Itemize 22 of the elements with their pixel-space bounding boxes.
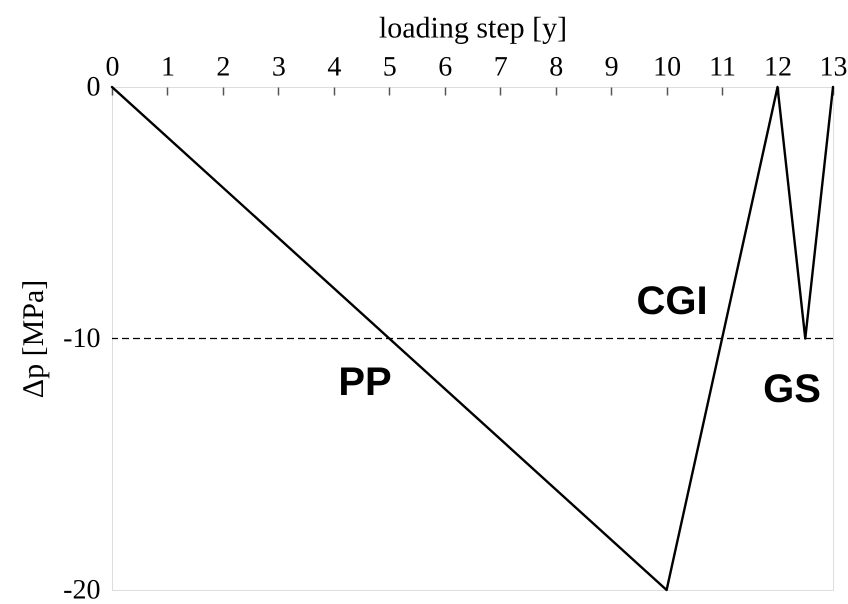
x-tick-label: 5 [382, 52, 397, 82]
y-tick-label: -10 [63, 323, 100, 354]
x-tick-label: 7 [494, 52, 508, 82]
x-tick-label: 4 [327, 52, 342, 82]
x-tick-label: 12 [764, 52, 792, 82]
x-axis-title: loading step [y] [378, 12, 568, 44]
x-tick-label: 13 [820, 52, 848, 82]
y-axis-title: Δp [MPa] [17, 280, 50, 398]
annotation: PP [338, 360, 392, 404]
y-tick-label: 0 [86, 72, 100, 102]
x-tick-label: 11 [709, 52, 736, 82]
annotation: GS [763, 367, 821, 411]
x-tick-label: 6 [438, 52, 452, 82]
x-tick-label: 8 [549, 52, 564, 82]
x-tick-label: 10 [653, 52, 682, 82]
annotation: CGI [636, 279, 708, 323]
x-tick-label: 1 [160, 52, 175, 82]
x-tick-label: 3 [272, 52, 286, 82]
y-tick-label: -20 [63, 574, 100, 604]
x-tick-label: 0 [106, 52, 120, 82]
x-tick-label: 9 [604, 52, 619, 82]
x-tick-label: 2 [216, 52, 230, 82]
